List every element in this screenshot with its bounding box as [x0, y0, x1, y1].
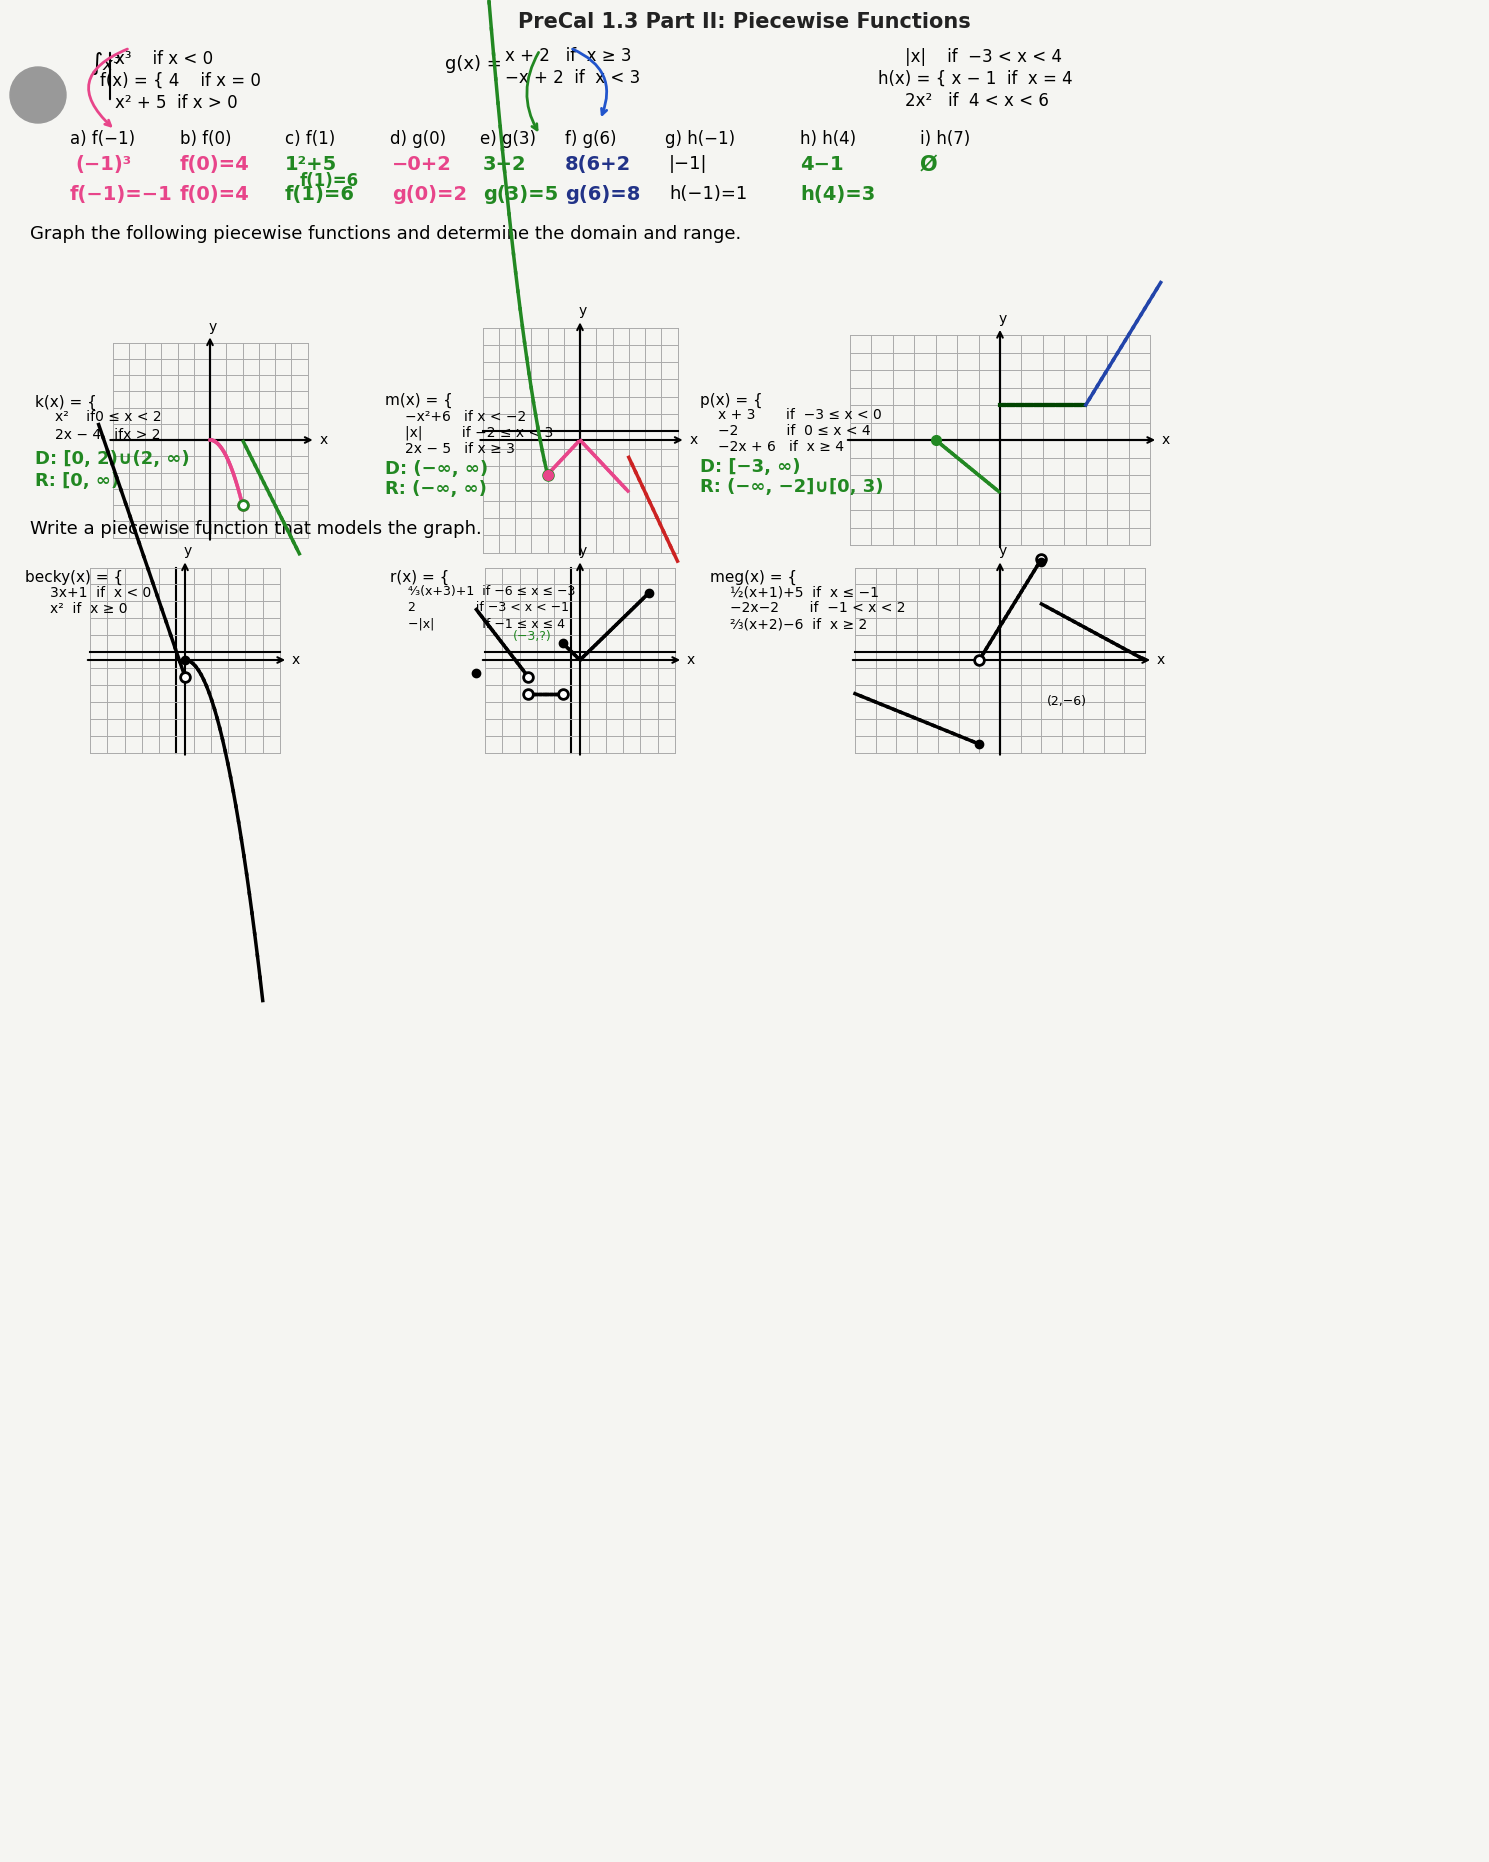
Circle shape [10, 67, 66, 123]
Text: x + 3       if  −3 ≤ x < 0: x + 3 if −3 ≤ x < 0 [718, 408, 881, 423]
Text: D: [−3, ∞): D: [−3, ∞) [700, 458, 801, 477]
Text: f(1)=6: f(1)=6 [299, 171, 359, 190]
Text: D: [0, 2)∪(2, ∞): D: [0, 2)∪(2, ∞) [36, 451, 189, 467]
Text: m(x) = {: m(x) = { [386, 393, 453, 408]
Text: −2           if  0 ≤ x < 4: −2 if 0 ≤ x < 4 [718, 425, 871, 438]
Text: x: x [292, 654, 301, 667]
Text: R: (−∞, −2]∪[0, 3): R: (−∞, −2]∪[0, 3) [700, 479, 883, 495]
Text: 8(6+2: 8(6+2 [564, 155, 631, 173]
Text: R: (−∞, ∞): R: (−∞, ∞) [386, 480, 487, 497]
Text: −0+2: −0+2 [392, 155, 451, 173]
Text: 2x − 4   ifx > 2: 2x − 4 ifx > 2 [55, 428, 161, 441]
Text: Ø: Ø [920, 155, 938, 175]
Text: −x²+6   if x < −2: −x²+6 if x < −2 [405, 410, 526, 425]
Text: x²  if  x ≥ 0: x² if x ≥ 0 [51, 601, 128, 616]
Text: x: x [320, 434, 328, 447]
Text: x: x [1161, 434, 1170, 447]
Text: −|x|            if −1 ≤ x ≤ 4: −|x| if −1 ≤ x ≤ 4 [408, 616, 564, 629]
Text: −2x−2       if  −1 < x < 2: −2x−2 if −1 < x < 2 [730, 601, 905, 614]
Text: becky(x) = {: becky(x) = { [25, 570, 124, 585]
Text: h(x) = { x − 1  if  x = 4: h(x) = { x − 1 if x = 4 [879, 71, 1072, 88]
Text: −x + 2  if  x < 3: −x + 2 if x < 3 [505, 69, 640, 88]
Text: b) f(0): b) f(0) [180, 130, 231, 147]
Text: y: y [999, 313, 1007, 326]
Text: 3x+1  if  x < 0: 3x+1 if x < 0 [51, 587, 152, 600]
Text: r(x) = {: r(x) = { [390, 570, 450, 585]
Text: a) f(−1): a) f(−1) [70, 130, 135, 147]
Text: 2               if −3 < x < −1: 2 if −3 < x < −1 [408, 601, 569, 614]
Text: y: y [183, 544, 192, 559]
Text: y: y [208, 320, 217, 333]
Text: ⁴⁄₃(x+3)+1  if −6 ≤ x ≤ −3: ⁴⁄₃(x+3)+1 if −6 ≤ x ≤ −3 [408, 585, 575, 598]
Text: g(3)=5: g(3)=5 [482, 184, 558, 205]
Text: f(0)=4: f(0)=4 [180, 155, 250, 173]
Text: −2x + 6   if  x ≥ 4: −2x + 6 if x ≥ 4 [718, 439, 844, 454]
Text: h(4)=3: h(4)=3 [800, 184, 876, 205]
Text: y: y [579, 544, 587, 559]
Text: p(x) = {: p(x) = { [700, 393, 762, 408]
Text: |x|         if −2 ≤ x < 3: |x| if −2 ≤ x < 3 [405, 426, 554, 441]
Text: f(1)=6: f(1)=6 [284, 184, 354, 205]
Text: Graph the following piecewise functions and determine the domain and range.: Graph the following piecewise functions … [30, 225, 742, 244]
Text: ²⁄₃(x+2)−6  if  x ≥ 2: ²⁄₃(x+2)−6 if x ≥ 2 [730, 616, 867, 631]
Text: g(x) =: g(x) = [445, 56, 502, 73]
Text: x³    if x < 0: x³ if x < 0 [115, 50, 213, 69]
Text: k(x) = {: k(x) = { [36, 395, 97, 410]
Text: 1²+5: 1²+5 [284, 155, 337, 173]
Text: x² + 5  if x > 0: x² + 5 if x > 0 [115, 93, 238, 112]
Text: meg(x) = {: meg(x) = { [710, 570, 797, 585]
Text: D: (−∞, ∞): D: (−∞, ∞) [386, 460, 488, 479]
Text: c) f(1): c) f(1) [284, 130, 335, 147]
Text: f(−1)=−1: f(−1)=−1 [70, 184, 173, 205]
Text: |x|    if  −3 < x < 4: |x| if −3 < x < 4 [905, 48, 1062, 65]
Text: (−3,?): (−3,?) [514, 629, 552, 642]
Text: f) g(6): f) g(6) [564, 130, 616, 147]
Text: y: y [999, 544, 1007, 559]
Text: x + 2   if  x ≥ 3: x + 2 if x ≥ 3 [505, 47, 631, 65]
Text: g(6)=8: g(6)=8 [564, 184, 640, 205]
Text: 4−1: 4−1 [800, 155, 844, 173]
Text: PreCal 1.3 Part II: Piecewise Functions: PreCal 1.3 Part II: Piecewise Functions [518, 11, 971, 32]
Text: (−1)³: (−1)³ [74, 155, 131, 173]
Text: f(x) = { 4    if x = 0: f(x) = { 4 if x = 0 [100, 73, 261, 89]
Text: ½(x+1)+5  if  x ≤ −1: ½(x+1)+5 if x ≤ −1 [730, 585, 879, 600]
Text: 3+2: 3+2 [482, 155, 527, 173]
Text: x: x [689, 434, 698, 447]
Text: x: x [686, 654, 695, 667]
Text: f(0)=4: f(0)=4 [180, 184, 250, 205]
Text: |−1|: |−1| [669, 155, 707, 173]
Text: h) h(4): h) h(4) [800, 130, 856, 147]
Text: R: [0, ∞): R: [0, ∞) [36, 471, 119, 490]
Text: d) g(0): d) g(0) [390, 130, 447, 147]
Text: Write a piecewise function that models the graph.: Write a piecewise function that models t… [30, 519, 482, 538]
Text: x: x [1157, 654, 1166, 667]
Text: x²    if0 ≤ x < 2: x² if0 ≤ x < 2 [55, 410, 162, 425]
Text: g(0)=2: g(0)=2 [392, 184, 468, 205]
Text: h(−1)=1: h(−1)=1 [669, 184, 747, 203]
Text: g) h(−1): g) h(−1) [666, 130, 736, 147]
Text: 2x²   if  4 < x < 6: 2x² if 4 < x < 6 [905, 91, 1048, 110]
Text: i) h(7): i) h(7) [920, 130, 971, 147]
Text: y: y [579, 305, 587, 318]
Text: (2,−6): (2,−6) [1047, 695, 1087, 708]
Text: 2x − 5   if x ≥ 3: 2x − 5 if x ≥ 3 [405, 441, 515, 456]
Text: $\int x^3$: $\int x^3$ [89, 50, 122, 76]
Text: e) g(3): e) g(3) [479, 130, 536, 147]
